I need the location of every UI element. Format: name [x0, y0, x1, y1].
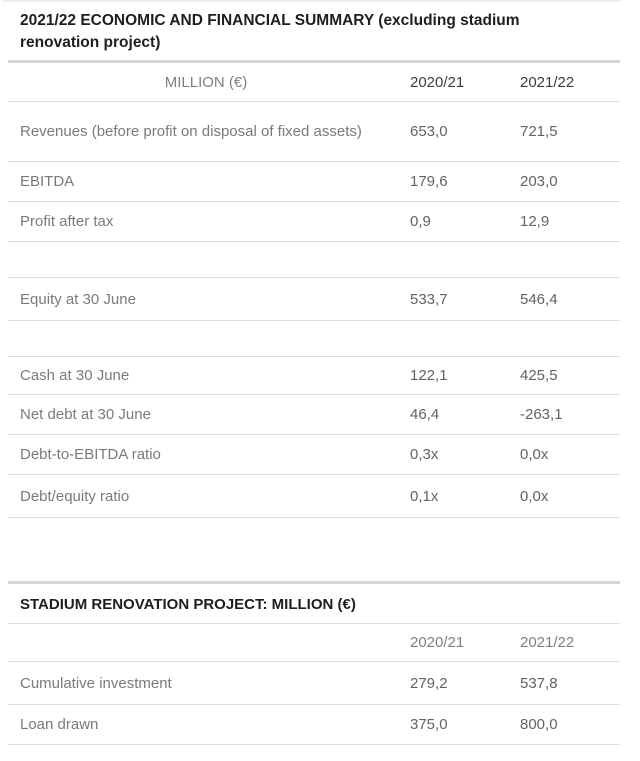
summary-header-unit-label: MILLION (€)	[164, 73, 248, 91]
row-label: Net debt at 30 June	[20, 406, 151, 423]
row-value-2021-22: 721,5	[520, 123, 558, 140]
row-label	[8, 252, 400, 268]
row-label: Debt-to-EBITDA ratio	[20, 446, 161, 463]
row-value-2020-21: 375,0	[410, 716, 448, 733]
table-row-ebitda: EBITDA 179,6 203,0	[8, 161, 620, 201]
row-value-2020-21: 653,0	[410, 123, 448, 140]
row-value-2020-21: 179,6	[410, 173, 448, 190]
row-value-2021-22	[510, 252, 620, 268]
summary-header-row: MILLION (€) 2020/21 2021/22	[8, 63, 620, 101]
row-label: Equity at 30 June	[20, 290, 136, 308]
row-value-2021-22	[510, 331, 620, 347]
table-row-debt-to-ebitda: Debt-to-EBITDA ratio 0,3x 0,0x	[8, 434, 620, 474]
economic-summary-table: MILLION (€) 2020/21 2021/22 Revenues (be…	[8, 60, 620, 518]
row-value-2021-22: 12,9	[520, 213, 550, 230]
stadium-heading-row: STADIUM RENOVATION PROJECT: MILLION (€)	[8, 584, 620, 623]
table-row-spacer	[8, 241, 620, 277]
table-row-cumulative-investment: Cumulative investment 279,2 537,8	[8, 661, 620, 704]
stadium-header-empty-cell	[8, 635, 400, 651]
row-label: EBITDA	[20, 173, 75, 190]
table-row-cash: Cash at 30 June 122,1 425,5	[8, 356, 620, 394]
row-label: Loan drawn	[20, 716, 99, 733]
row-value-2020-21: 0,9	[410, 213, 431, 230]
row-value-2021-22: 203,0	[520, 173, 558, 190]
row-value-2021-22: 425,5	[520, 367, 558, 384]
row-value-2021-22: 546,4	[520, 290, 558, 308]
stadium-header-year-2021-22: 2021/22	[520, 634, 575, 651]
row-label: Cash at 30 June	[20, 367, 130, 384]
stadium-renovation-table: STADIUM RENOVATION PROJECT: MILLION (€) …	[8, 581, 620, 745]
table-row-debt-equity: Debt/equity ratio 0,1x 0,0x	[8, 474, 620, 517]
stadium-header-row: 2020/21 2021/22	[8, 623, 620, 661]
row-label: Cumulative investment	[20, 674, 172, 692]
summary-header-year-2020-21: 2020/21	[410, 73, 465, 91]
row-value-2020-21: 46,4	[410, 406, 440, 423]
row-label-text: Revenues (before profit on disposal of f…	[20, 123, 362, 140]
row-value-2021-22: 0,0x	[520, 487, 549, 505]
row-value-2021-22: 537,8	[520, 674, 558, 692]
row-value-2021-22: -263,1	[520, 406, 563, 423]
stadium-section-title: STADIUM RENOVATION PROJECT: MILLION (€)	[20, 595, 356, 613]
row-value-2020-21	[400, 252, 510, 268]
table-row-equity: Equity at 30 June 533,7 546,4	[8, 277, 620, 320]
row-value-2021-22: 800,0	[520, 716, 558, 733]
row-value-2020-21: 533,7	[410, 290, 448, 308]
row-label: Revenues (before profit on disposal of f…	[8, 113, 400, 150]
row-value-2020-21: 0,1x	[410, 487, 439, 505]
row-label: Debt/equity ratio	[20, 487, 130, 505]
page-title: 2021/22 ECONOMIC AND FINANCIAL SUMMARY (…	[20, 12, 520, 51]
table-row-profit-after-tax: Profit after tax 0,9 12,9	[8, 201, 620, 241]
row-value-2021-22: 0,0x	[520, 446, 549, 463]
row-value-2020-21: 0,3x	[410, 446, 439, 463]
row-label: Profit after tax	[20, 213, 114, 230]
table-row-loan-drawn: Loan drawn 375,0 800,0	[8, 704, 620, 744]
table-row-net-debt: Net debt at 30 June 46,4 -263,1	[8, 394, 620, 434]
table-row-spacer	[8, 320, 620, 356]
top-divider	[3, 0, 620, 2]
summary-header-year-2021-22: 2021/22	[520, 73, 575, 91]
row-value-2020-21: 279,2	[410, 674, 448, 692]
table-row-revenues: Revenues (before profit on disposal of f…	[8, 101, 620, 161]
row-value-2020-21: 122,1	[410, 367, 448, 384]
stadium-header-year-2020-21: 2020/21	[410, 634, 465, 651]
row-label	[8, 331, 400, 347]
row-value-2020-21	[400, 331, 510, 347]
